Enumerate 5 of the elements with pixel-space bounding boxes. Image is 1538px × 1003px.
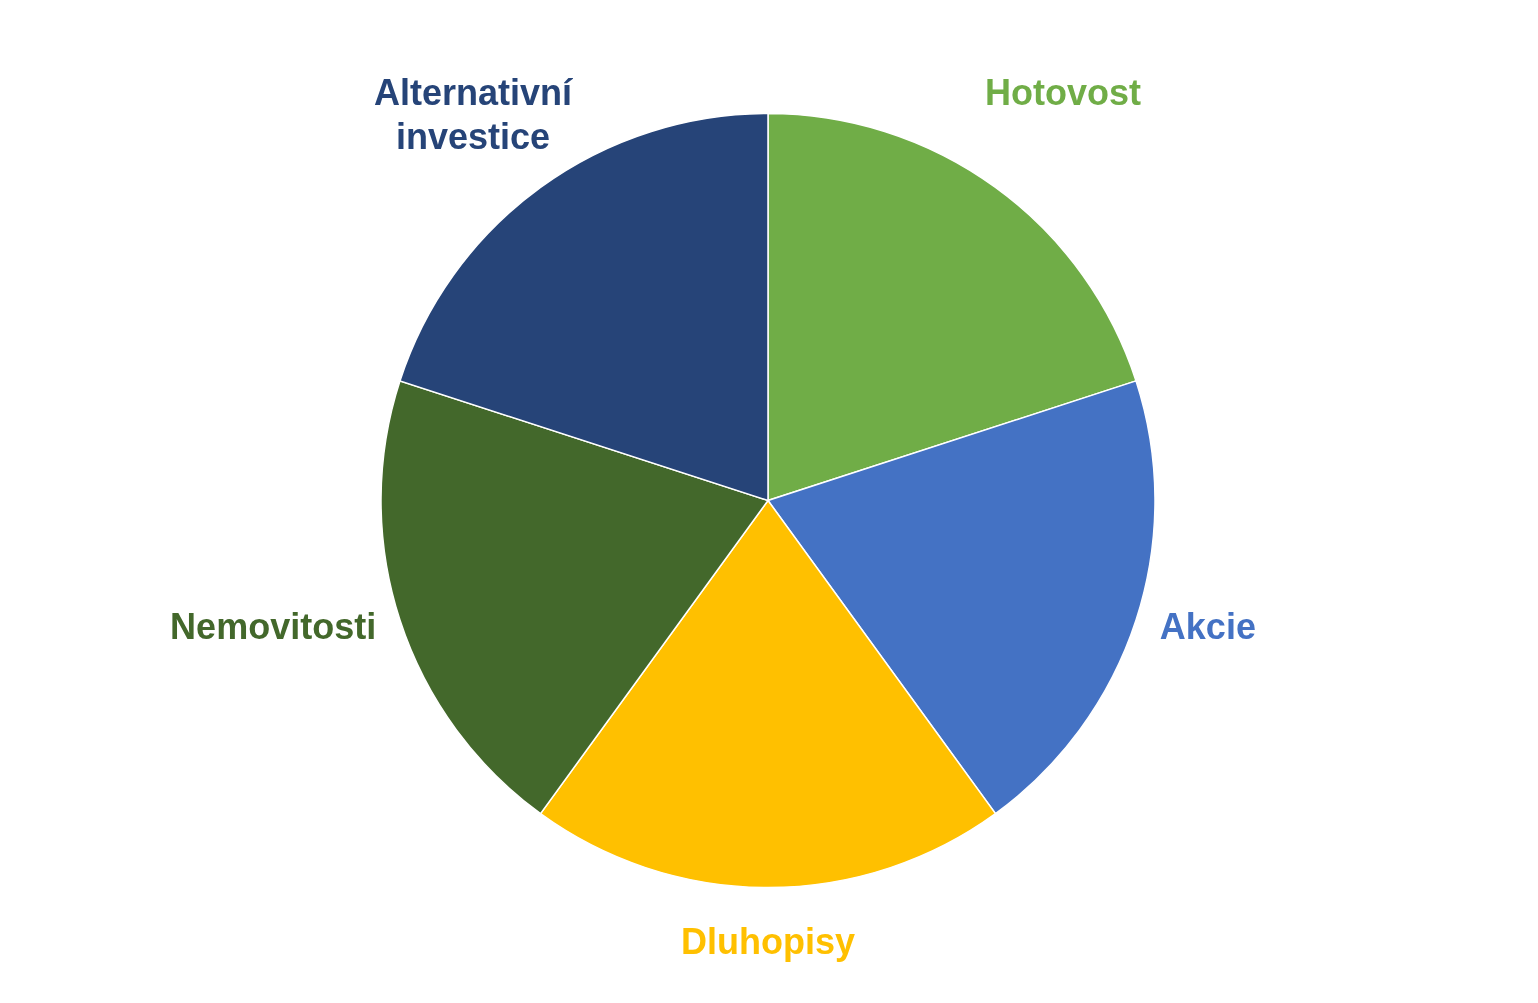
slice-label: Hotovost bbox=[985, 72, 1142, 114]
slice-label: Dluhopisy bbox=[680, 920, 856, 962]
slice-label: Akcie bbox=[1159, 605, 1256, 647]
slice-label: Nemovitosti bbox=[170, 605, 377, 647]
slice-label: Alternativní investice bbox=[373, 72, 573, 158]
